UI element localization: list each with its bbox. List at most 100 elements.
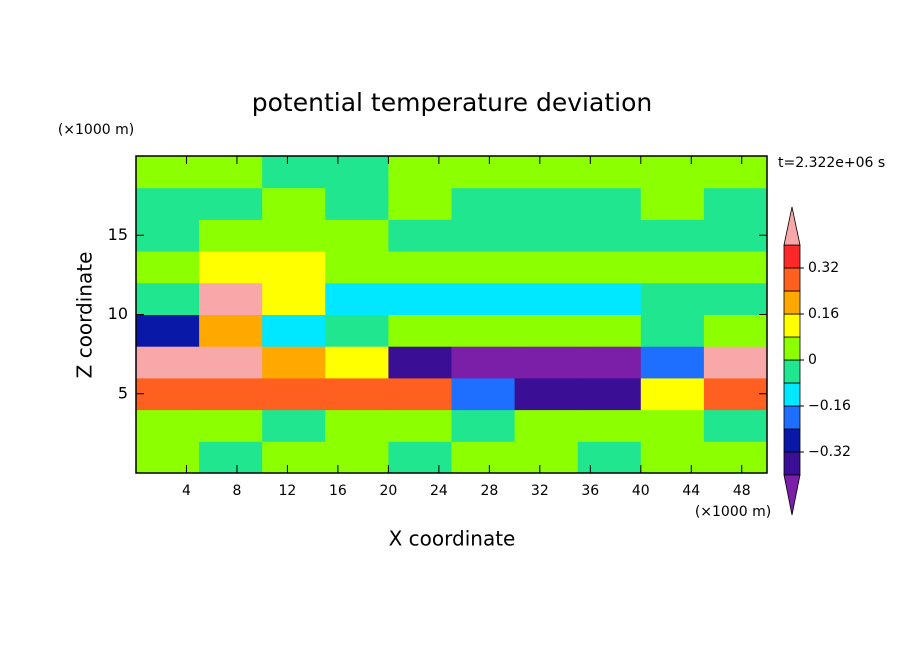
colorbar-low [783, 474, 801, 516]
x-tick-label: 40 [632, 483, 650, 499]
contour-cell [325, 314, 389, 347]
contour-cell [136, 441, 200, 474]
contour-cell [514, 377, 579, 411]
contour-cell [451, 219, 516, 252]
contour-cell [451, 314, 516, 347]
colorbar-swatch [783, 405, 801, 430]
contour-cell [451, 251, 516, 284]
contour-cell [262, 377, 326, 411]
contour-cell [388, 187, 452, 220]
contour-cell [514, 187, 579, 220]
contour-cell [136, 156, 200, 189]
contour-cell [703, 187, 768, 220]
contour-cell [325, 251, 389, 284]
contour-cell [136, 409, 200, 442]
colorbar-swatch [783, 267, 801, 292]
contour-cell [577, 314, 642, 347]
colorbar-tick-label: −0.32 [808, 444, 851, 460]
contour-cell [136, 219, 200, 252]
contour-cell [577, 409, 642, 442]
y-tick-label: 15 [108, 225, 128, 244]
x-tick-label: 48 [733, 483, 751, 499]
contour-cell [262, 156, 326, 189]
contour-cell [388, 251, 452, 284]
x-tick-label: 28 [480, 483, 498, 499]
contour-cell [451, 441, 516, 474]
colorbar-swatch [783, 428, 801, 453]
contour-cell [640, 377, 705, 411]
contour-cell [703, 282, 768, 315]
y-tick-label: 5 [118, 383, 128, 402]
contour-cell [199, 251, 263, 284]
contour-cell [703, 219, 768, 252]
contour-cell [640, 441, 705, 474]
contour-cell [199, 441, 263, 474]
contour-cell [640, 282, 705, 315]
contour-cell [262, 409, 326, 442]
x-tick-label: 20 [379, 483, 397, 499]
contour-cell [388, 346, 452, 379]
contour-cell [640, 156, 705, 189]
contour-cell [703, 377, 768, 411]
contour-cell [136, 346, 200, 379]
contour-cell [136, 282, 200, 315]
contour-cell [451, 282, 516, 315]
contour-cell [388, 314, 452, 347]
x-tick-label: 36 [581, 483, 599, 499]
contour-cell [262, 251, 326, 284]
contour-cell [703, 314, 768, 347]
y-units: (×1000 m) [58, 122, 134, 138]
contour-cell [199, 187, 263, 220]
contour-cell [325, 156, 389, 189]
contour-cell [514, 441, 579, 474]
contour-cell [388, 377, 452, 411]
x-tick-label: 4 [182, 483, 191, 499]
contour-cell [262, 219, 326, 252]
contour-cell [199, 219, 263, 252]
colorbar-tick-label: 0 [808, 352, 817, 368]
contour-cell [325, 441, 389, 474]
colorbar-tick-label: 0.32 [808, 260, 839, 276]
contour-cell [325, 377, 389, 411]
contour-cell [577, 251, 642, 284]
contour-cell [136, 187, 200, 220]
contour-cell [577, 377, 642, 411]
contour-cell [640, 314, 705, 347]
time-annotation: t=2.322e+06 s [778, 155, 885, 171]
contour-cell [640, 219, 705, 252]
chart-title: potential temperature deviation [252, 88, 652, 117]
colorbar-swatch [783, 244, 801, 269]
contour-cell [577, 282, 642, 315]
contour-cell [640, 346, 705, 379]
colorbar-swatch [783, 451, 801, 476]
contour-cell [199, 346, 263, 379]
contour-cell [640, 409, 705, 442]
colorbar-swatch [783, 290, 801, 315]
contour-cell [451, 409, 516, 442]
contour-cell [514, 156, 579, 189]
x-units: (×1000 m) [695, 504, 771, 520]
colorbar-swatch [783, 359, 801, 384]
colorbar-swatch [783, 382, 801, 407]
x-tick-label: 32 [531, 483, 549, 499]
contour-cell [703, 346, 768, 379]
contour-cell [703, 156, 768, 189]
x-axis-label: X coordinate [389, 527, 516, 551]
contour-cell [262, 441, 326, 474]
contour-cell [451, 187, 516, 220]
contour-cell [325, 282, 389, 315]
contour-cell [640, 251, 705, 284]
contour-cell [388, 219, 452, 252]
contour-cell [703, 409, 768, 442]
colorbar-tick-label: −0.16 [808, 398, 851, 414]
contour-cell [514, 282, 579, 315]
contour-cell [136, 251, 200, 284]
x-tick-label: 24 [430, 483, 448, 499]
x-tick-label: 16 [329, 483, 347, 499]
contour-cell [388, 441, 452, 474]
contour-cell [325, 219, 389, 252]
contour-cell [262, 346, 326, 379]
contour-cell [703, 251, 768, 284]
contour-cell [514, 219, 579, 252]
